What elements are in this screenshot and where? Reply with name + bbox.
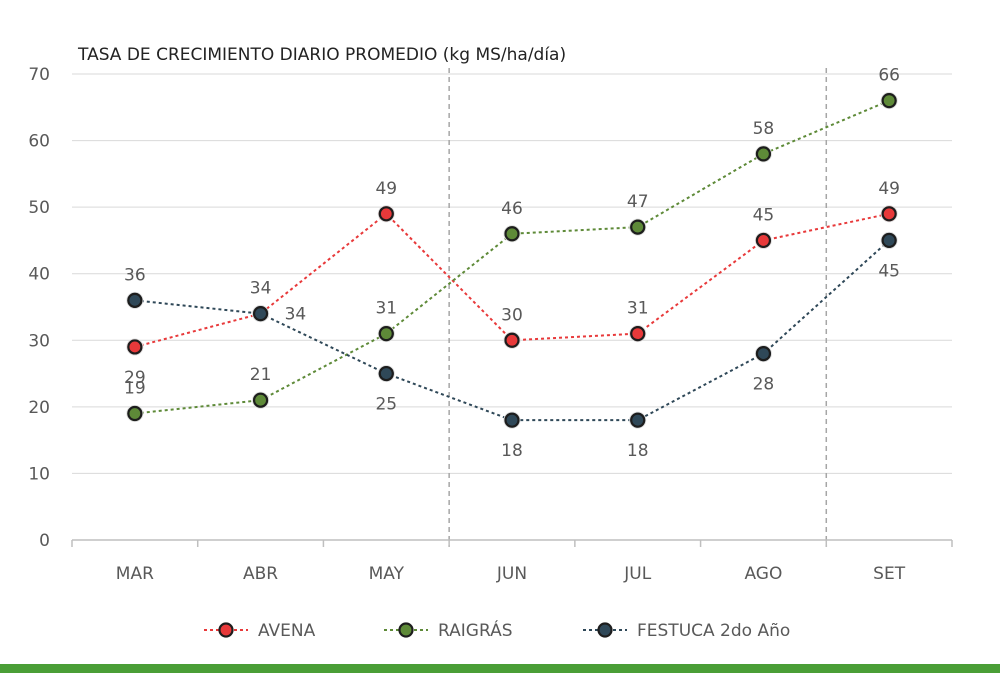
data-point-ring xyxy=(378,206,394,222)
legend-label: FESTUCA 2do Año xyxy=(637,621,790,641)
data-label: 18 xyxy=(501,441,523,461)
x-tick-label: AGO xyxy=(744,564,782,584)
data-label: 45 xyxy=(878,261,900,281)
data-label: 47 xyxy=(627,192,649,212)
data-point-ring xyxy=(127,292,143,308)
data-label: 30 xyxy=(501,305,523,325)
legend-label: AVENA xyxy=(258,621,316,641)
data-point-ring xyxy=(504,332,520,348)
data-label: 49 xyxy=(375,179,397,199)
series-markers xyxy=(126,92,898,429)
x-tick-label: SET xyxy=(873,564,906,584)
data-label: 31 xyxy=(375,299,397,319)
data-point-ring xyxy=(755,232,772,249)
series-lines xyxy=(134,99,890,422)
data-point-ring xyxy=(881,93,897,109)
data-label: 46 xyxy=(501,199,523,219)
x-tick-label: JUN xyxy=(496,564,527,584)
data-point-ring xyxy=(881,232,897,249)
x-tick-label: ABR xyxy=(243,564,278,584)
series-line xyxy=(134,239,890,422)
y-tick-label: 40 xyxy=(28,265,50,285)
legend-swatch-marker xyxy=(218,622,234,638)
data-point-ring xyxy=(504,412,520,428)
data-label: 49 xyxy=(878,179,900,199)
legend: AVENA RAIGRÁS FESTUCA 2do Año xyxy=(204,619,790,641)
data-label: 34 xyxy=(285,305,307,325)
data-point-ring xyxy=(755,346,772,362)
y-tick-label: 50 xyxy=(28,198,50,218)
data-label: 28 xyxy=(753,375,775,395)
data-label: 19 xyxy=(124,379,146,399)
data-point-ring xyxy=(378,326,394,342)
legend-swatch-marker xyxy=(398,622,414,638)
series-line xyxy=(134,99,890,415)
y-tick-label: 60 xyxy=(28,132,50,152)
data-point-ring xyxy=(881,206,897,222)
data-point-ring xyxy=(252,306,269,322)
data-point-ring xyxy=(630,219,646,235)
data-point-ring xyxy=(504,226,520,242)
data-point-ring xyxy=(127,405,143,422)
data-point-ring xyxy=(378,365,394,382)
data-label: 21 xyxy=(250,365,272,385)
data-label: 58 xyxy=(753,119,775,139)
chart-title: TASA DE CRECIMIENTO DIARIO PROMEDIO (kg … xyxy=(77,45,566,65)
x-tick-label: JUL xyxy=(623,564,651,584)
data-point-ring xyxy=(755,146,772,162)
axes: 0 10 20 30 40 50 60 70 MAR ABR MAY JUN JUL AGO SET xyxy=(28,65,953,584)
footer-accent-bar xyxy=(0,664,1000,673)
x-tick-label: MAY xyxy=(369,564,405,584)
data-label: 36 xyxy=(124,265,146,285)
data-label: 18 xyxy=(627,441,649,461)
data-label: 29 xyxy=(124,368,146,388)
y-tick-label: 30 xyxy=(28,331,50,351)
data-label: 25 xyxy=(375,395,397,415)
data-label: 34 xyxy=(250,279,272,299)
y-tick-label: 20 xyxy=(28,398,50,418)
legend-swatch-marker xyxy=(597,622,613,638)
x-tick-label: MAR xyxy=(116,564,154,584)
data-point-ring xyxy=(630,326,646,342)
data-point-ring xyxy=(630,412,646,428)
data-labels: 29 34 49 30 31 45 49 19 21 31 46 47 58 66 36 34 25 18 18 28… xyxy=(124,66,900,462)
y-tick-label: 70 xyxy=(28,65,50,85)
data-point-ring xyxy=(127,339,143,355)
data-label: 45 xyxy=(753,205,775,225)
legend-label: RAIGRÁS xyxy=(438,619,512,641)
y-tick-label: 10 xyxy=(28,464,50,484)
y-tick-label: 0 xyxy=(39,531,50,551)
data-label: 31 xyxy=(627,299,649,319)
data-point-ring xyxy=(252,392,269,408)
data-label: 66 xyxy=(878,66,900,86)
